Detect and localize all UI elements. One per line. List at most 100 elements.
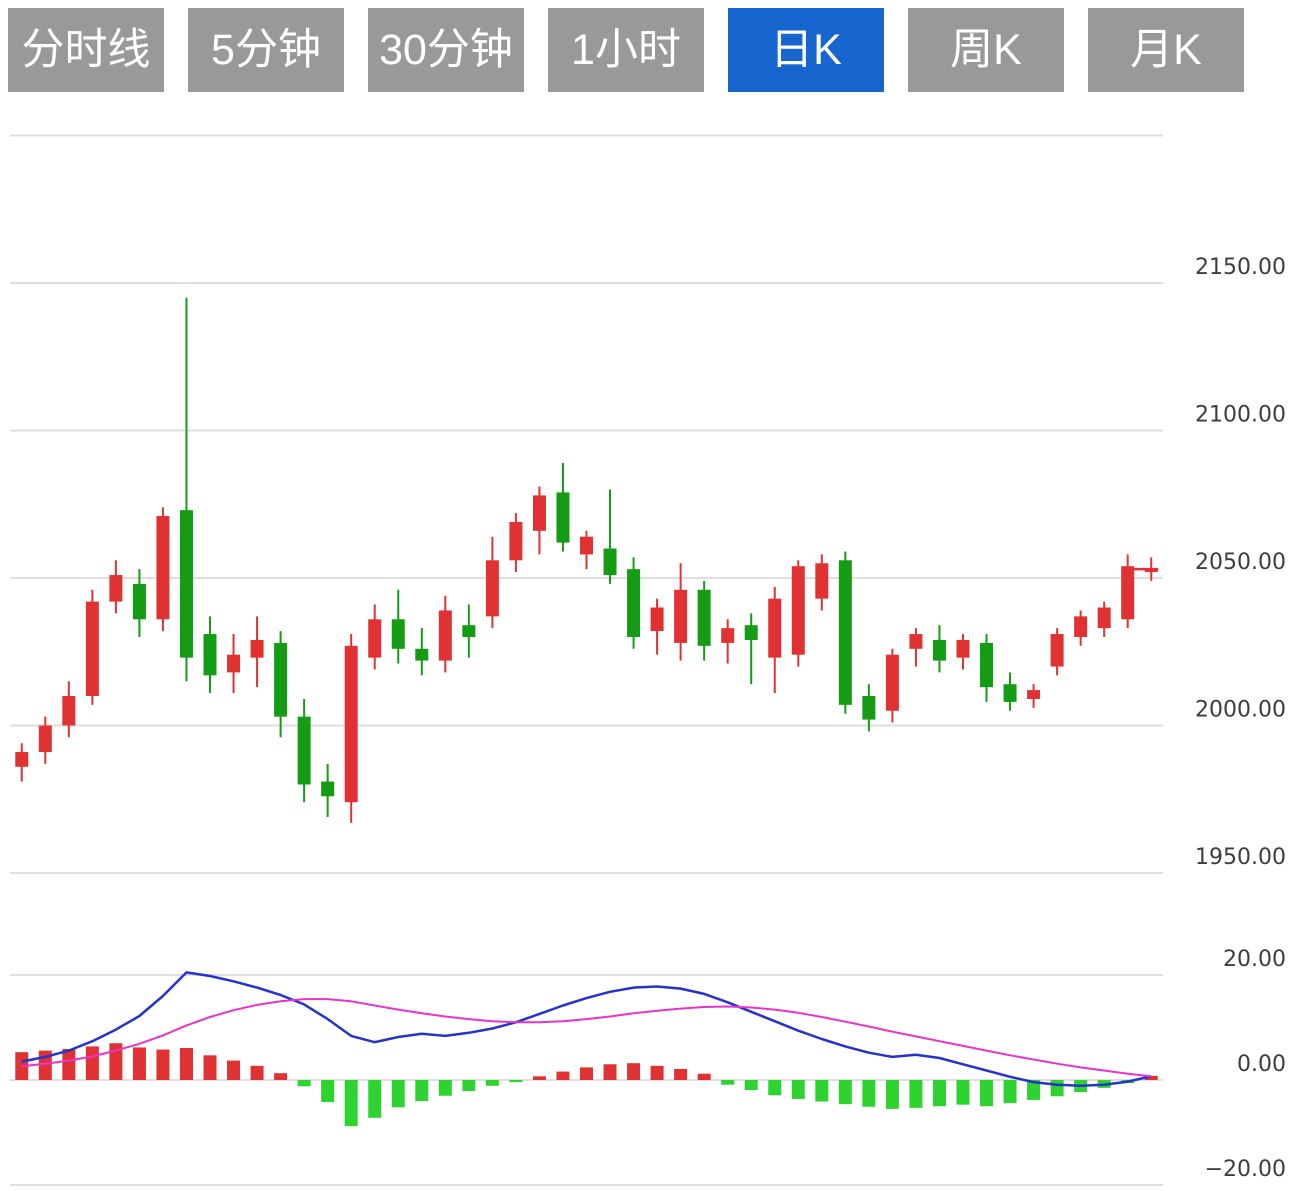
macd-bar <box>838 1080 852 1105</box>
macd-bar <box>1003 1080 1017 1104</box>
macd-bar <box>650 1065 664 1080</box>
axis-tick-label: 0.00 <box>1237 1052 1286 1077</box>
macd-bar <box>109 1043 123 1080</box>
candle-body <box>768 598 782 658</box>
macd-bar <box>627 1063 641 1080</box>
candle-body <box>791 566 805 655</box>
candle-body <box>1144 569 1158 573</box>
tab-5min[interactable]: 5分钟 <box>188 8 344 92</box>
macd-bar <box>368 1080 382 1118</box>
axis-tick-label: 2000.00 <box>1195 698 1286 723</box>
macd-bar <box>1027 1080 1041 1100</box>
candle-body <box>674 589 688 643</box>
candle-body <box>274 642 288 717</box>
candle-body <box>1121 566 1135 620</box>
macd-bar <box>274 1073 288 1080</box>
candle-body <box>580 536 593 555</box>
macd-bar <box>509 1080 523 1083</box>
candle-body <box>862 696 876 720</box>
tab-timeline[interactable]: 分时线 <box>8 8 164 92</box>
candle-body <box>627 569 641 637</box>
candle-body <box>980 642 994 688</box>
macd-bar <box>603 1064 617 1080</box>
macd-bar <box>697 1073 711 1080</box>
candlestick-series <box>15 297 1158 823</box>
axis-tick-label: 20.00 <box>1223 947 1286 972</box>
macd-bar <box>556 1071 570 1080</box>
candle-body <box>462 625 476 637</box>
candle-body <box>1074 616 1088 637</box>
candle-body <box>603 548 617 576</box>
macd-bar <box>791 1080 805 1099</box>
candle-body <box>415 648 429 661</box>
tab-30min[interactable]: 30分钟 <box>368 8 524 92</box>
macd-bar <box>85 1046 99 1080</box>
macd-bar <box>815 1080 829 1102</box>
macd-bar <box>674 1068 688 1080</box>
candle-body <box>956 639 970 658</box>
macd-bar <box>580 1067 593 1080</box>
candle-body <box>838 560 852 705</box>
macd-bar <box>862 1080 876 1107</box>
dif-line <box>21 971 1152 1088</box>
macd-bar <box>179 1047 193 1080</box>
macd-bar <box>156 1049 170 1080</box>
tab-weekly-k[interactable]: 周K <box>908 8 1064 92</box>
candle-body <box>1003 684 1017 702</box>
macd-bar <box>932 1080 946 1107</box>
candle-body <box>321 781 335 797</box>
candle-body <box>203 634 217 676</box>
candle-body <box>697 589 711 646</box>
candle-body <box>1027 690 1041 699</box>
candle-body <box>909 634 923 649</box>
axis-tick-label: 2150.00 <box>1195 255 1286 280</box>
candle-body <box>556 492 570 543</box>
macd-bar <box>297 1080 311 1087</box>
candle-body <box>932 639 946 661</box>
macd-bar <box>909 1080 923 1108</box>
macd-bar <box>768 1080 782 1096</box>
macd-bar <box>532 1076 546 1080</box>
candle-body <box>744 625 758 640</box>
macd-bar <box>227 1060 241 1080</box>
tab-daily-k[interactable]: 日K <box>728 8 884 92</box>
candle-body <box>650 607 664 632</box>
candle-body <box>532 495 546 531</box>
candle-body <box>509 521 523 561</box>
candle-body <box>391 619 405 649</box>
macd-bar <box>885 1080 899 1109</box>
macd-histogram <box>15 1043 1158 1127</box>
candle-body <box>438 610 452 661</box>
macd-bar <box>744 1080 758 1090</box>
macd-bar <box>1144 1075 1158 1080</box>
tab-monthly-k[interactable]: 月K <box>1088 8 1244 92</box>
candle-body <box>1097 607 1111 629</box>
macd-bar <box>485 1080 499 1086</box>
candle-body <box>344 645 358 803</box>
candle-body <box>85 601 99 696</box>
macd-bar <box>1050 1080 1064 1097</box>
macd-bar <box>250 1065 264 1080</box>
macd-bar <box>415 1080 429 1101</box>
candle-body <box>227 654 241 673</box>
candle-body <box>15 752 29 767</box>
candle-body <box>179 510 193 658</box>
macd-bar <box>132 1047 146 1080</box>
macd-bar <box>721 1080 735 1085</box>
macd-bar <box>15 1052 29 1080</box>
candle-body <box>721 628 735 643</box>
axis-tick-label: 2050.00 <box>1195 550 1286 575</box>
candle-body <box>885 654 899 711</box>
macd-bar <box>391 1080 405 1108</box>
macd-bar <box>980 1080 994 1107</box>
candle-body <box>297 716 311 785</box>
candle-body <box>1050 634 1064 667</box>
candle-body <box>38 725 52 753</box>
axis-tick-label: −20.00 <box>1205 1157 1286 1182</box>
macd-bar <box>438 1080 452 1096</box>
tab-1hour[interactable]: 1小时 <box>548 8 704 92</box>
candle-body <box>62 696 76 726</box>
candle-body <box>132 583 146 620</box>
